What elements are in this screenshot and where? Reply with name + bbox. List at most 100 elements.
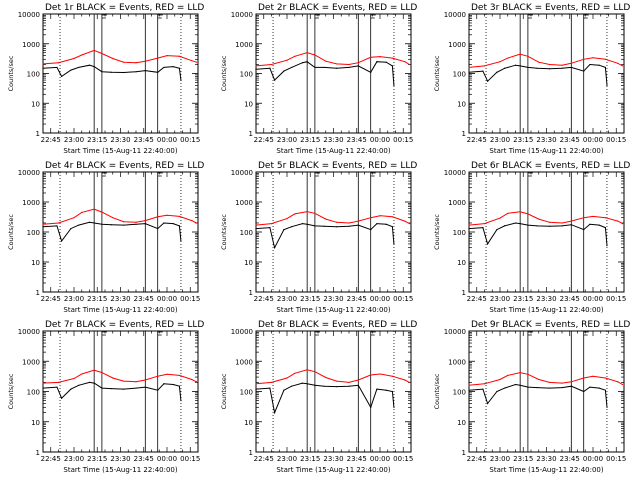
lld-point bbox=[195, 381, 198, 383]
events-point bbox=[301, 223, 304, 225]
events-point bbox=[291, 226, 293, 228]
events-point bbox=[42, 387, 44, 389]
y-tick-label: 10 bbox=[457, 259, 466, 267]
events-point bbox=[391, 65, 393, 67]
lld-point bbox=[604, 377, 607, 379]
y-tick-label: 100 bbox=[240, 229, 253, 237]
lld-point bbox=[73, 57, 75, 60]
x-tick-label: 00:00 bbox=[370, 455, 390, 463]
x-tick-label: 23:45 bbox=[134, 455, 154, 463]
x-tick-label: 23:00 bbox=[277, 455, 297, 463]
lld-point bbox=[379, 373, 381, 375]
events-point bbox=[598, 64, 600, 66]
events-point bbox=[527, 224, 529, 226]
x-tick-label: 00:00 bbox=[583, 295, 603, 303]
events-point bbox=[348, 385, 350, 387]
lld-point bbox=[621, 65, 624, 67]
lld-point bbox=[468, 224, 470, 226]
events-point bbox=[314, 384, 316, 386]
y-tick-label: 10 bbox=[31, 419, 40, 427]
events-point bbox=[536, 386, 538, 389]
events-point bbox=[514, 222, 517, 224]
y-tick-label: 1 bbox=[462, 449, 466, 457]
lld-point bbox=[583, 217, 585, 219]
x-tick-label: 23:45 bbox=[347, 136, 367, 144]
events-point bbox=[78, 224, 80, 226]
x-tick-label: 00:00 bbox=[583, 136, 603, 144]
events-point bbox=[172, 383, 174, 386]
events-point bbox=[283, 229, 285, 231]
x-tick-label: 00:15 bbox=[606, 136, 626, 144]
lld-point bbox=[325, 60, 327, 62]
x-tick-label: 23:45 bbox=[134, 295, 154, 303]
series-lld-line bbox=[42, 49, 197, 65]
x-axis-label: Start Time (15-Aug-11 22:40:00) bbox=[63, 306, 177, 314]
events-point bbox=[496, 229, 498, 231]
lld-point bbox=[583, 58, 585, 60]
lld-point bbox=[255, 65, 257, 67]
y-tick-label: 10000 bbox=[231, 11, 253, 19]
panel-title: Det 8r BLACK = Events, RED = LLD bbox=[258, 320, 417, 330]
plot-frame bbox=[255, 330, 412, 453]
y-tick-label: 1000 bbox=[448, 199, 466, 207]
lld-point bbox=[404, 379, 406, 381]
lld-point bbox=[73, 217, 75, 219]
series-lld-line bbox=[255, 369, 410, 385]
lld-point bbox=[42, 223, 44, 225]
y-tick-label: 10 bbox=[244, 419, 253, 427]
events-point bbox=[527, 66, 529, 69]
events-point bbox=[135, 387, 137, 389]
events-point bbox=[589, 386, 591, 388]
attenuator-flag bbox=[157, 14, 163, 19]
events-point bbox=[604, 389, 607, 391]
events-point bbox=[370, 229, 372, 231]
lld-point bbox=[314, 212, 316, 214]
events-point bbox=[357, 65, 359, 67]
lld-point bbox=[157, 57, 159, 59]
y-tick-label: 1 bbox=[36, 130, 40, 138]
lld-point bbox=[370, 56, 372, 58]
x-tick-label: 23:45 bbox=[347, 455, 367, 463]
events-point bbox=[61, 240, 63, 242]
events-point bbox=[163, 383, 165, 385]
series-events-line bbox=[468, 222, 608, 246]
plot-frame bbox=[468, 330, 625, 453]
events-point bbox=[255, 388, 257, 390]
events-point bbox=[180, 240, 182, 242]
y-tick-label: 100 bbox=[240, 389, 253, 397]
lld-point bbox=[81, 373, 83, 375]
events-point bbox=[391, 226, 393, 228]
lld-point bbox=[570, 220, 572, 222]
x-tick-label: 23:30 bbox=[536, 136, 556, 144]
panel-title: Det 5r BLACK = Events, RED = LLD bbox=[258, 161, 417, 171]
events-point bbox=[110, 387, 112, 390]
lld-point bbox=[135, 381, 137, 383]
x-axis-label: Start Time (15-Aug-11 22:40:00) bbox=[489, 306, 603, 314]
events-point bbox=[163, 222, 165, 224]
events-point bbox=[519, 65, 521, 67]
events-point bbox=[391, 390, 393, 393]
events-point bbox=[144, 223, 146, 225]
events-point bbox=[496, 390, 498, 393]
events-point bbox=[144, 70, 146, 72]
series-events-line bbox=[468, 383, 608, 408]
events-point bbox=[606, 84, 608, 86]
events-point bbox=[589, 63, 591, 66]
events-point bbox=[598, 224, 600, 226]
panel-title: Det 4r BLACK = Events, RED = LLD bbox=[45, 161, 204, 171]
plot-frame bbox=[468, 13, 625, 134]
lld-point bbox=[270, 63, 273, 66]
events-point bbox=[314, 66, 316, 69]
events-point bbox=[393, 84, 395, 86]
panel-title: Det 3r BLACK = Events, RED = LLD bbox=[471, 3, 630, 13]
events-point bbox=[56, 386, 58, 388]
lld-point bbox=[93, 208, 95, 210]
lld-point bbox=[191, 219, 193, 222]
lld-point bbox=[314, 54, 316, 56]
events-point bbox=[504, 67, 506, 69]
events-point bbox=[570, 224, 572, 226]
x-axis-label: Start Time (15-Aug-11 22:40:00) bbox=[63, 466, 177, 474]
series-events-line bbox=[468, 63, 608, 86]
lld-point bbox=[507, 57, 509, 59]
